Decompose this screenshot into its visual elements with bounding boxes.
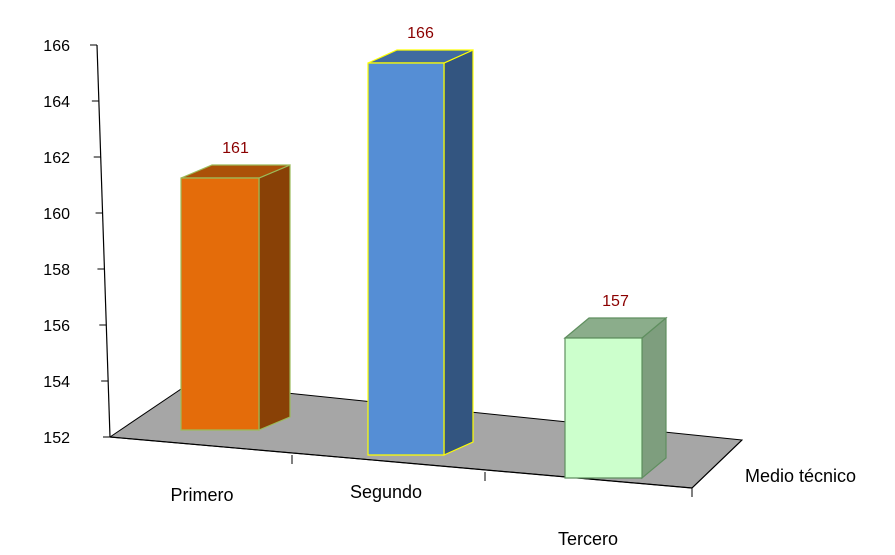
y-tick-label: 156 bbox=[43, 318, 70, 335]
bar-side-face bbox=[443, 49, 474, 456]
y-tick-label: 158 bbox=[43, 262, 70, 279]
bar-primero bbox=[180, 164, 291, 431]
data-label: 161 bbox=[222, 140, 249, 157]
data-label: 157 bbox=[602, 293, 629, 310]
category-label: Primero bbox=[170, 485, 233, 505]
depth-axis-line bbox=[691, 439, 743, 489]
bar-segundo bbox=[367, 49, 474, 456]
bar-front-face bbox=[367, 62, 445, 456]
y-axis-line bbox=[96, 44, 111, 438]
y-tick-label: 154 bbox=[43, 374, 70, 391]
data-label: 166 bbox=[407, 25, 434, 42]
y-tick-label: 166 bbox=[43, 38, 70, 55]
x-axis-line bbox=[109, 436, 693, 489]
bar-side-face bbox=[258, 164, 291, 431]
bar-tercero bbox=[563, 316, 668, 480]
category-label: Segundo bbox=[350, 482, 422, 502]
y-tick-label: 160 bbox=[43, 206, 70, 223]
y-tick-label: 162 bbox=[43, 150, 70, 167]
y-tick-label: 152 bbox=[43, 430, 70, 447]
y-tick-label: 164 bbox=[43, 94, 70, 111]
bar-side-face bbox=[641, 316, 667, 480]
bar-front-face bbox=[180, 177, 260, 431]
category-label: Tercero bbox=[558, 529, 618, 549]
series-label: Medio técnico bbox=[745, 466, 856, 486]
bar-front-face bbox=[564, 337, 643, 479]
